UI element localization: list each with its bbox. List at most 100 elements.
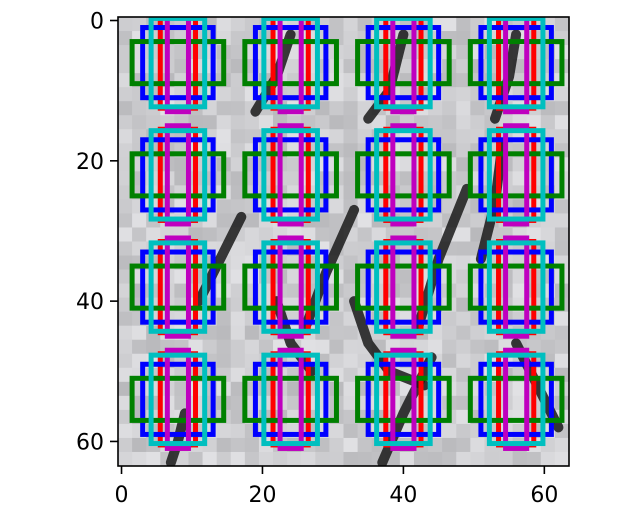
image-pixel bbox=[442, 325, 457, 341]
image-pixel bbox=[343, 87, 359, 102]
image-pixel bbox=[287, 451, 302, 466]
image-pixel bbox=[118, 241, 133, 257]
x-tick-label: 60 bbox=[530, 483, 558, 508]
image-pixel bbox=[188, 227, 204, 242]
image-pixel bbox=[554, 339, 569, 355]
image-pixel bbox=[456, 31, 471, 46]
image-pixel bbox=[216, 353, 232, 369]
image-pixel bbox=[174, 171, 189, 186]
image-pixel bbox=[258, 227, 274, 242]
image-pixel bbox=[230, 45, 246, 60]
image-pixel bbox=[258, 451, 274, 466]
image-pixel bbox=[258, 339, 274, 355]
image-pixel bbox=[343, 45, 359, 60]
image-pixel bbox=[343, 437, 359, 453]
overlay-boxes bbox=[129, 17, 565, 451]
image-pixel bbox=[442, 87, 457, 102]
image-pixel bbox=[456, 101, 471, 116]
image-pixel bbox=[456, 73, 471, 88]
image-pixel bbox=[230, 241, 246, 257]
image-pixel bbox=[188, 339, 204, 355]
plot-frame bbox=[117, 16, 570, 467]
image-pixel bbox=[357, 213, 373, 228]
image-pixel bbox=[470, 325, 485, 341]
image-pixel bbox=[315, 451, 330, 466]
image-pixel bbox=[456, 409, 471, 425]
image-pixel bbox=[498, 451, 514, 466]
image-pixel bbox=[329, 115, 344, 130]
x-axis: 0 20 40 60 bbox=[115, 466, 558, 508]
image-pixel bbox=[118, 213, 133, 228]
image-pixel bbox=[343, 31, 359, 46]
image-pixel bbox=[118, 143, 133, 158]
overlay-box bbox=[261, 352, 320, 447]
image-pixel bbox=[216, 115, 232, 130]
image-pixel bbox=[456, 395, 471, 411]
image-pixel bbox=[456, 381, 471, 397]
image-pixel bbox=[456, 353, 471, 369]
overlay-box bbox=[478, 361, 554, 437]
image-pixel bbox=[329, 423, 344, 439]
overlay-box bbox=[164, 347, 191, 451]
overlay-box bbox=[478, 249, 554, 325]
image-pixel bbox=[456, 115, 471, 130]
overlay-box bbox=[365, 361, 442, 437]
image-pixel bbox=[456, 45, 471, 60]
image-pixel bbox=[554, 353, 569, 369]
image-pixel bbox=[301, 451, 316, 466]
image-pixel bbox=[202, 451, 218, 466]
image-pixel bbox=[188, 115, 204, 130]
image-pixel bbox=[456, 227, 471, 242]
image-pixel bbox=[442, 437, 457, 453]
image-pixel bbox=[371, 227, 387, 242]
image-pixel bbox=[456, 283, 471, 299]
image-pixel bbox=[216, 87, 232, 102]
overlay-box bbox=[390, 17, 417, 115]
overlay-box bbox=[164, 123, 191, 227]
image-pixel bbox=[132, 339, 147, 355]
image-pixel bbox=[230, 367, 246, 383]
overlay-box bbox=[503, 17, 530, 115]
image-pixel bbox=[118, 381, 133, 397]
image-pixel bbox=[554, 451, 569, 466]
image-pixel bbox=[399, 283, 415, 299]
image-pixel bbox=[118, 311, 133, 327]
image-pixel bbox=[456, 423, 471, 439]
image-pixel bbox=[456, 129, 471, 144]
image-pixel bbox=[512, 269, 528, 285]
image-pixel bbox=[343, 325, 359, 341]
image-pixel bbox=[146, 339, 161, 355]
image-pixel bbox=[301, 339, 316, 355]
image-pixel bbox=[230, 283, 246, 299]
image-pixel bbox=[174, 157, 189, 172]
image-pixel bbox=[244, 451, 260, 466]
image-pixel bbox=[244, 325, 260, 341]
image-pixel bbox=[230, 297, 246, 313]
image-pixel bbox=[118, 325, 133, 341]
image-pixel bbox=[230, 437, 246, 453]
image-pixel bbox=[216, 437, 232, 453]
image-pixel bbox=[343, 157, 359, 172]
overlay-box bbox=[486, 17, 546, 110]
image-pixel bbox=[174, 395, 189, 411]
overlay-box bbox=[148, 240, 208, 334]
image-pixel bbox=[456, 311, 471, 327]
image-pixel bbox=[428, 339, 443, 355]
y-tick-label: 40 bbox=[76, 290, 104, 315]
image-pixel bbox=[442, 115, 457, 130]
image-pixel bbox=[540, 451, 556, 466]
image-pixel bbox=[526, 227, 542, 242]
image-pixel bbox=[230, 255, 246, 271]
overlay-box bbox=[503, 123, 530, 227]
image-pixel bbox=[118, 339, 133, 355]
image-pixel bbox=[216, 423, 232, 439]
y-axis: 0 20 40 60 bbox=[76, 10, 118, 455]
image-pixel bbox=[343, 101, 359, 116]
overlay-box bbox=[261, 128, 320, 222]
image-pixel bbox=[230, 115, 246, 130]
image-pixel bbox=[174, 381, 189, 397]
image-pixel bbox=[413, 339, 429, 355]
image-pixel bbox=[343, 423, 359, 439]
image-pixel bbox=[230, 409, 246, 425]
image-pixel bbox=[329, 101, 344, 116]
